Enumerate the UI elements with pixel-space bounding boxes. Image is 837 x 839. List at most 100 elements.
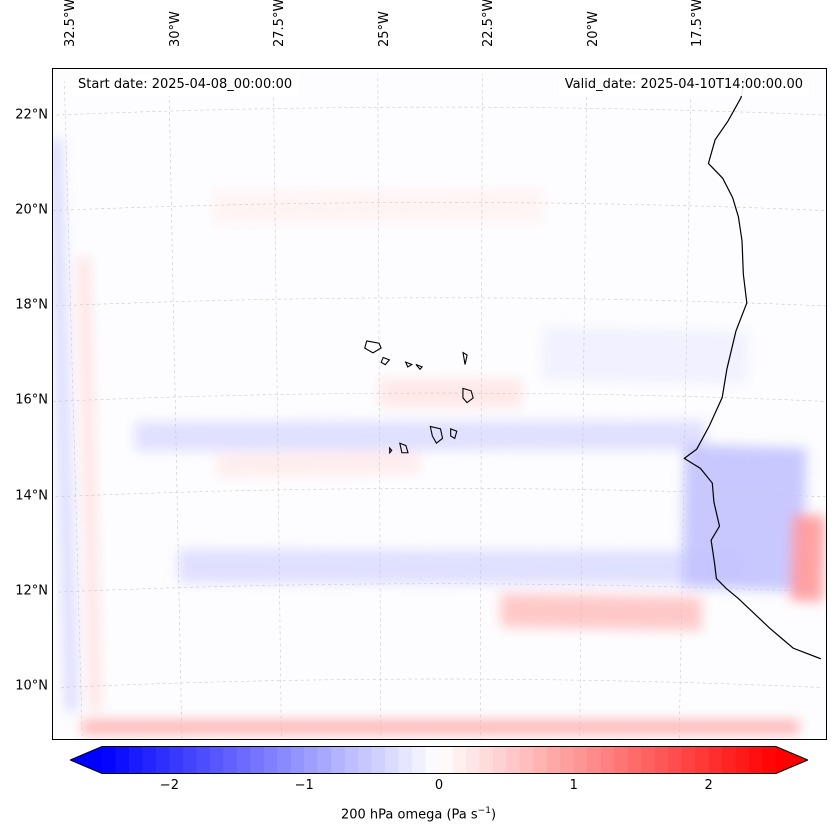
colorbar-segment [465, 746, 481, 774]
colorbar-segment [492, 746, 507, 774]
colorbar-segment [479, 746, 494, 774]
colorbar-segment [641, 746, 656, 774]
lon-tick-text: 20°W [585, 11, 601, 47]
colorbar-segment [735, 746, 750, 774]
colorbar-segment [546, 746, 561, 774]
lon-tick-text: 17.5°W [690, 0, 706, 47]
colorbar-label-close: ) [490, 807, 497, 823]
colorbar-segment [277, 746, 292, 774]
island-outline [429, 425, 444, 444]
lat-tick-label: 18°N [15, 297, 48, 313]
colorbar-segment [722, 746, 737, 774]
parallel [53, 202, 826, 211]
colorbar-segment [439, 746, 454, 774]
colorbar-tick: 0 [434, 778, 444, 793]
parallel [53, 297, 826, 307]
colorbar-segment [358, 746, 373, 774]
island-outline [399, 442, 409, 454]
colorbar-segment [519, 746, 534, 774]
lon-tick-label: 17.5°W [683, 0, 705, 62]
meridian [273, 75, 282, 739]
colorbar-tick: −1 [294, 778, 314, 793]
field-weak-descent-17n [542, 326, 749, 385]
meridian [579, 74, 588, 739]
lon-tick-text: 30°W [167, 11, 183, 47]
colorbar-extend-high [776, 746, 808, 774]
parallel [55, 488, 826, 498]
colorbar-segment [398, 746, 413, 774]
colorbar-segment [182, 746, 197, 774]
units-exponent: −1 [477, 806, 491, 816]
colorbar [70, 746, 808, 774]
lat-tick-label: 12°N [15, 583, 48, 599]
island-outline [462, 387, 474, 404]
field-coast-ascent-13n [790, 514, 826, 602]
field-weak-ascent-14-5n [216, 450, 421, 477]
island-outline [404, 361, 414, 368]
colorbar-segment [317, 746, 332, 774]
lon-tick-label: 27.5°W [265, 0, 287, 62]
colorbar-segment [223, 746, 238, 774]
colorbar-segment [128, 746, 144, 774]
lat-tick-label: 14°N [15, 488, 48, 504]
lon-tick-label: 22.5°W [474, 0, 496, 62]
colorbar-segment [250, 746, 265, 774]
colorbar-outline [70, 746, 808, 774]
lon-tick-text: 25°W [376, 11, 392, 47]
colorbar-segment [762, 746, 777, 774]
lon-tick-label: 20°W [579, 0, 601, 62]
colorbar-segment [344, 746, 359, 774]
colorbar-segment [169, 746, 184, 774]
colorbar-segment [749, 746, 764, 774]
meridian [678, 77, 692, 739]
colorbar-segment [209, 746, 224, 774]
colorbar-tick: −2 [159, 778, 179, 793]
colorbar-segment [371, 746, 386, 774]
lon-tick-label: 30°W [161, 0, 183, 62]
colorbar-segment [412, 746, 427, 774]
colorbar-segment [708, 746, 723, 774]
colorbar-segment [290, 746, 305, 774]
lon-tick-text: 32.5°W [63, 0, 79, 47]
colorbar-segment [560, 746, 575, 774]
meridian [168, 77, 183, 739]
colorbar-tick: 1 [569, 778, 578, 793]
omega-field [53, 138, 826, 735]
parallel [58, 583, 823, 593]
lat-tick-label: 20°N [15, 202, 48, 218]
colorbar-segment [263, 746, 278, 774]
start-date-label: Start date: 2025-04-08_00:00:00 [72, 74, 299, 96]
africa-coastline [683, 73, 822, 660]
colorbar-tick: 2 [704, 778, 713, 793]
field-band-12-5n-descent [178, 549, 744, 585]
island-outline [450, 428, 458, 440]
colorbar-segment [385, 746, 400, 774]
colorbar-segment [196, 746, 211, 774]
colorbar-label-text: 200 hPa omega (Pa s [340, 807, 478, 823]
colorbar-segment [614, 746, 629, 774]
island-outline [415, 364, 424, 371]
island-outline [389, 446, 393, 455]
island-outline [364, 340, 382, 354]
lat-tick-label: 16°N [15, 392, 48, 408]
colorbar-segment [452, 746, 467, 774]
lon-tick-label: 32.5°W [56, 0, 78, 62]
lat-tick-label: 22°N [15, 107, 48, 123]
lon-tick-text: 27.5°W [272, 0, 288, 47]
colorbar-segment [304, 746, 319, 774]
field-band-15n-descent [134, 420, 706, 451]
map-panel [52, 68, 827, 740]
colorbar-segment [681, 746, 696, 774]
parallel [60, 678, 821, 688]
omega-map [53, 73, 826, 739]
island-outline [380, 356, 391, 366]
colorbar-segment [102, 746, 117, 774]
colorbar-segment [425, 746, 440, 774]
colorbar-segment [236, 746, 251, 774]
field-ascent-11-5n [500, 593, 702, 631]
field-western-edge-strip [77, 256, 102, 711]
colorbar-label: 200 hPa omega (Pa s−1) [0, 806, 837, 822]
colorbar-segment [506, 746, 521, 774]
colorbar-segment [331, 746, 346, 774]
colorbar-extend-low [70, 746, 102, 774]
